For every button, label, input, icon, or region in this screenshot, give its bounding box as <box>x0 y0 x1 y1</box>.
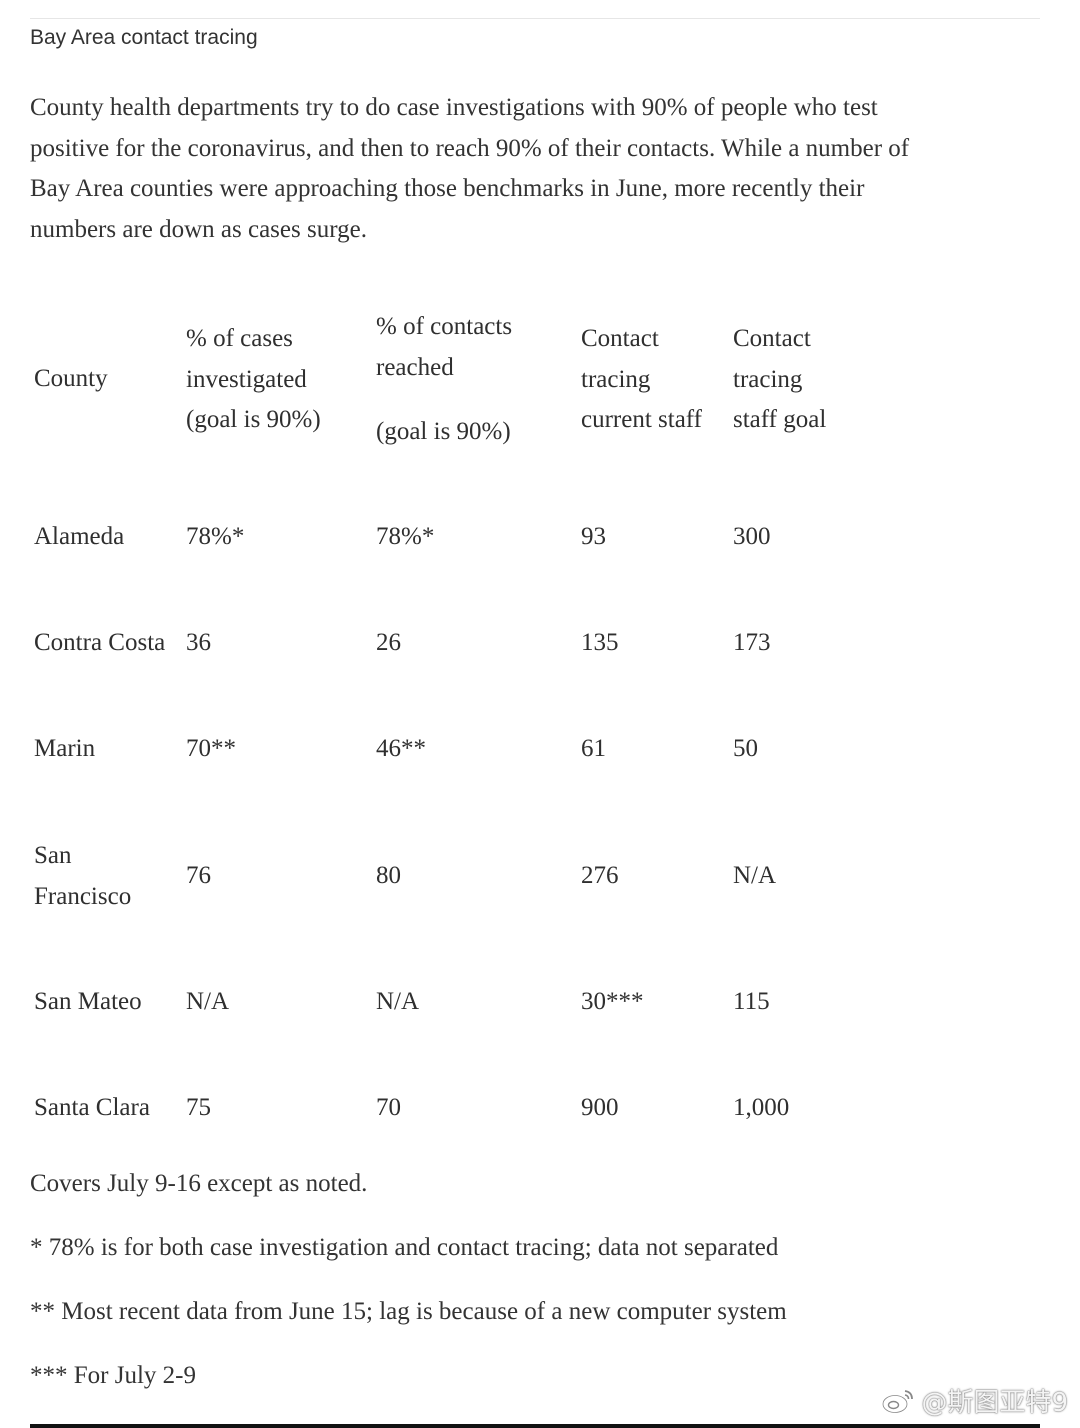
intro-paragraph: County health departments try to do case… <box>30 88 1020 250</box>
bottom-divider <box>30 1424 1040 1428</box>
intro-line: Bay Area counties were approaching those… <box>30 175 865 202</box>
current-staff-cell: 93 <box>581 523 606 550</box>
county-cell: Marin <box>34 735 96 762</box>
county-cell: Santa Clara <box>34 1094 150 1121</box>
intro-line: positive for the coronavirus, and then t… <box>30 134 910 162</box>
contacts-cell: 26 <box>376 629 401 656</box>
county-cell: San Francisco <box>34 842 132 910</box>
current-staff-cell: 61 <box>581 735 606 762</box>
footnote-triple-star: *** For July 2-9 <box>30 1362 196 1389</box>
cases-cell: 75 <box>186 1094 211 1121</box>
header-county: County <box>34 365 108 392</box>
header-staff-goal: Contact tracing staff goal <box>733 325 827 433</box>
footnote-double-star: ** Most recent data from June 15; lag is… <box>30 1298 787 1325</box>
cases-cell: 36 <box>186 629 211 656</box>
top-divider <box>30 18 1040 19</box>
county-cell: San Mateo <box>34 988 142 1015</box>
staff-goal-cell: N/A <box>733 862 777 889</box>
contacts-cell: 46** <box>376 735 426 762</box>
cases-cell: 70** <box>186 735 236 762</box>
header-current-staff: Contact tracing current staff <box>581 325 703 433</box>
staff-goal-cell: 50 <box>733 735 758 762</box>
staff-goal-cell: 173 <box>733 629 771 656</box>
contacts-cell: 80 <box>376 862 401 889</box>
section-label: Bay Area contact tracing <box>30 26 258 49</box>
intro-line: numbers are down as cases surge. <box>30 215 367 243</box>
cases-cell: N/A <box>186 988 230 1015</box>
staff-goal-cell: 115 <box>733 988 770 1015</box>
current-staff-cell: 30*** <box>581 988 644 1015</box>
contacts-cell: 70 <box>376 1094 401 1121</box>
contacts-cell: N/A <box>376 988 420 1015</box>
watermark-text: @斯图亚特9 <box>921 1388 1068 1418</box>
intro-line: County health departments try to do case… <box>30 94 878 121</box>
cases-cell: 78%* <box>186 523 245 550</box>
cases-cell: 76 <box>186 862 211 889</box>
county-cell: Alameda <box>34 523 125 550</box>
county-cell: Contra Costa <box>34 629 166 656</box>
weibo-icon <box>882 1389 914 1414</box>
header-contacts-reached: % of contacts reached (goal is 90%) <box>376 313 513 445</box>
footnote-single-star: * 78% is for both case investigation and… <box>30 1234 779 1261</box>
current-staff-cell: 276 <box>581 862 619 889</box>
staff-goal-cell: 1,000 <box>733 1094 790 1121</box>
contacts-cell: 78%* <box>376 523 435 550</box>
header-cases-investigated: % of cases investigated (goal is 90%) <box>186 325 321 433</box>
current-staff-cell: 900 <box>581 1094 619 1121</box>
current-staff-cell: 135 <box>581 629 619 656</box>
watermark: @斯图亚特9 <box>881 1382 1068 1419</box>
staff-goal-cell: 300 <box>733 523 771 550</box>
coverage-note: Covers July 9-16 except as noted. <box>30 1170 368 1197</box>
